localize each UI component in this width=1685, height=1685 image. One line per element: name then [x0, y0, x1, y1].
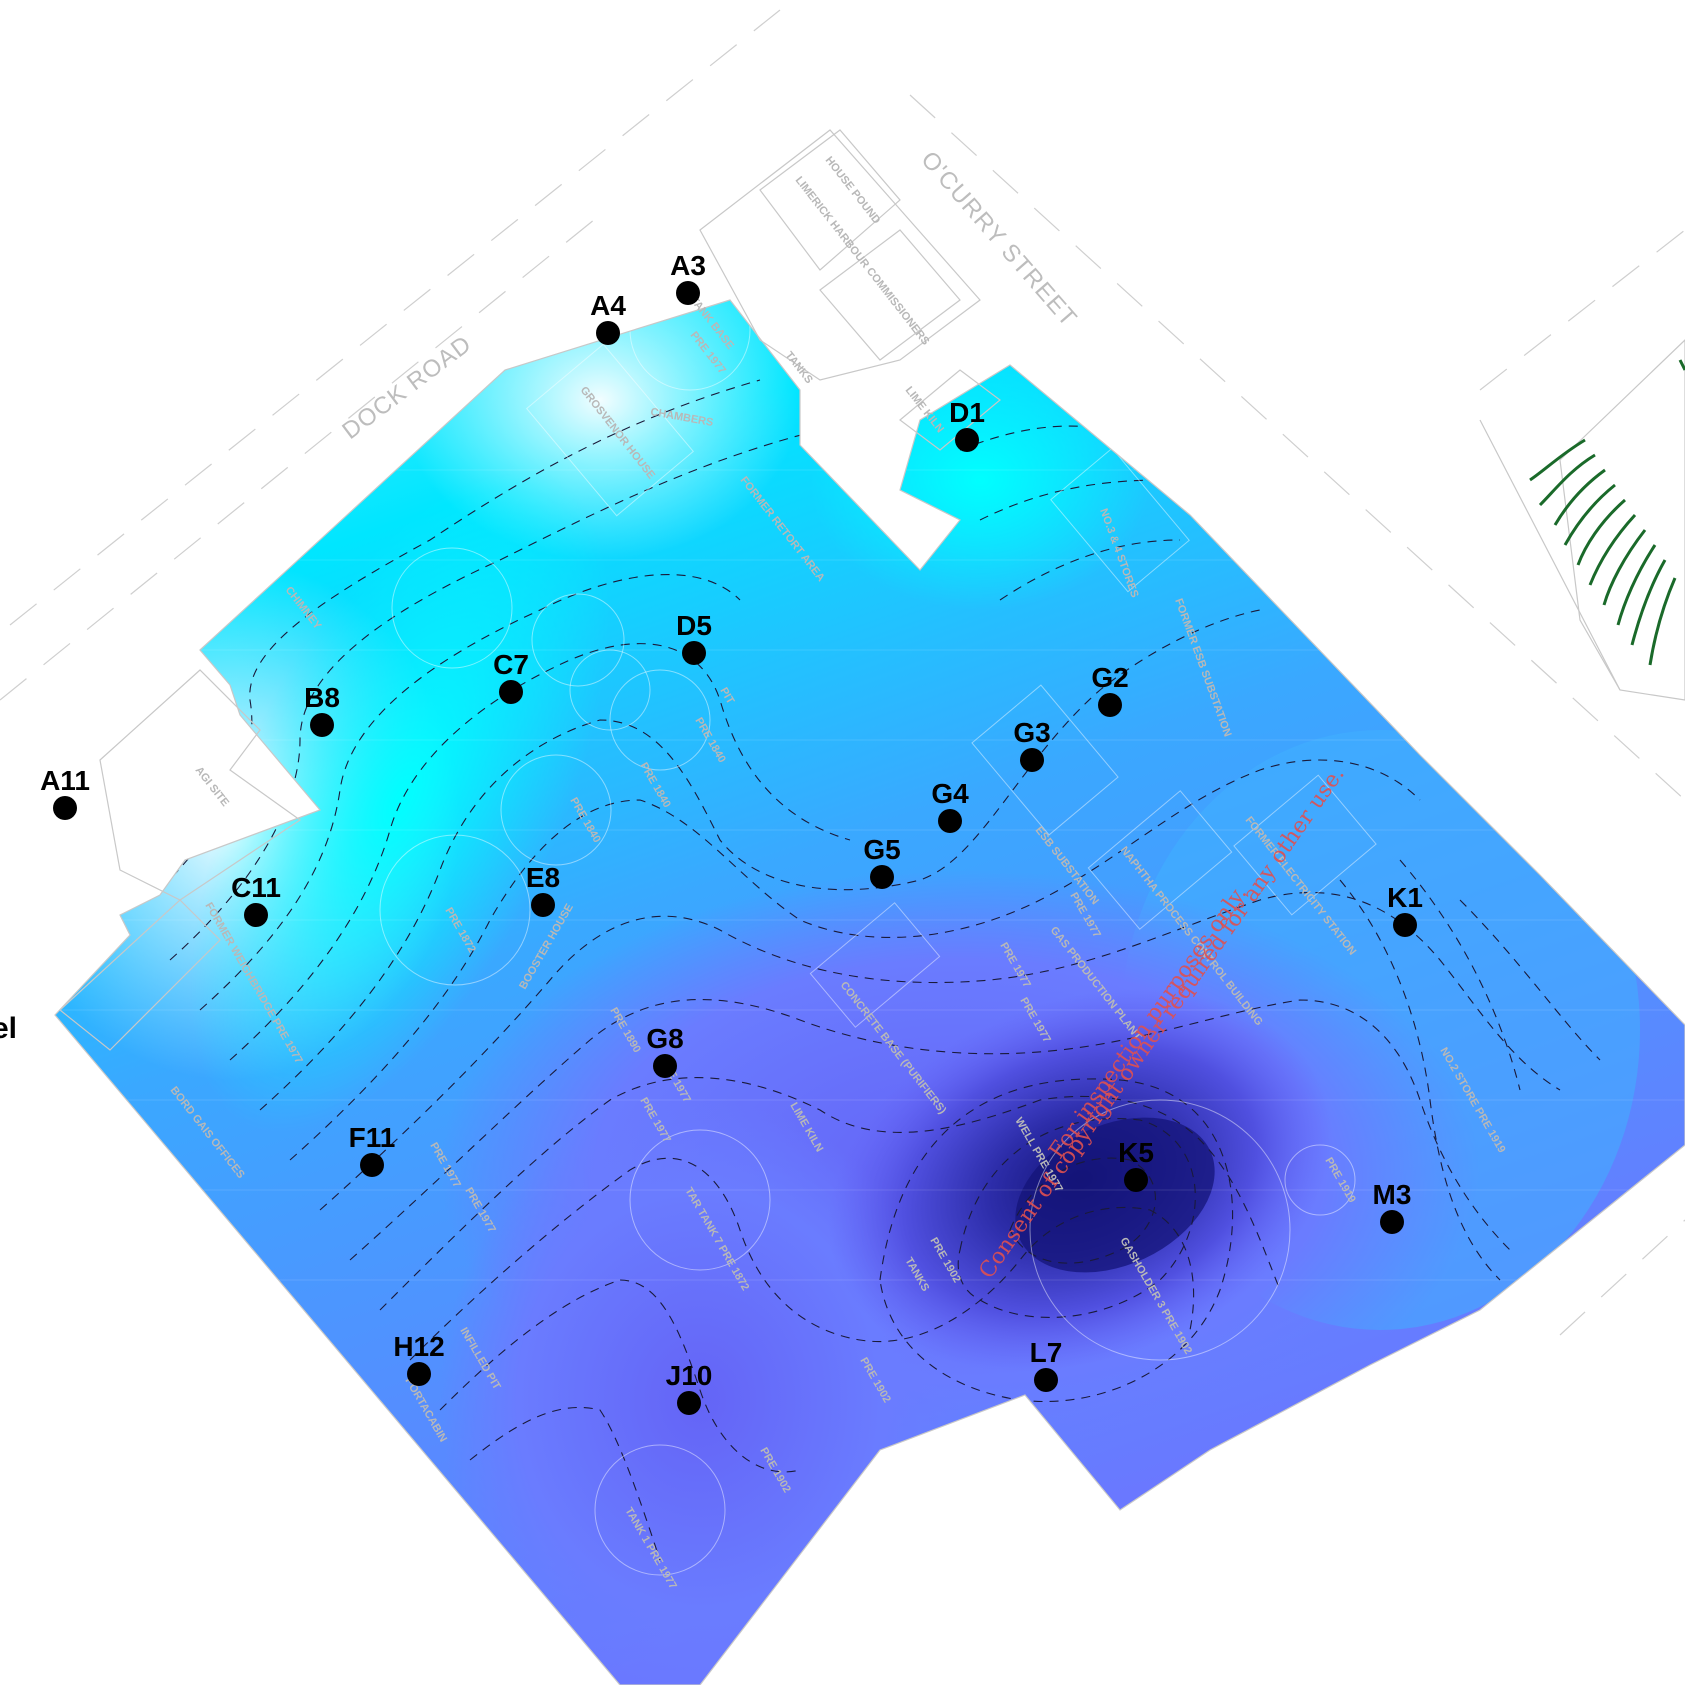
- borehole-label: K5: [1118, 1137, 1154, 1168]
- borehole-h12: H12: [393, 1331, 445, 1386]
- street-ocurry-street: O'CURRY STREET: [915, 146, 1082, 332]
- borehole-label: G4: [931, 778, 969, 809]
- side-label: el: [0, 1012, 17, 1045]
- borehole-dot: [531, 893, 555, 917]
- borehole-label: A11: [40, 765, 90, 796]
- borehole-dot: [938, 809, 962, 833]
- building-label: AGI SITE: [193, 764, 231, 808]
- borehole-label: B8: [304, 682, 340, 713]
- borehole-dot: [1034, 1368, 1058, 1392]
- borehole-g8: G8: [646, 1023, 684, 1078]
- borehole-dot: [1124, 1168, 1148, 1192]
- borehole-e8: E8: [526, 862, 560, 917]
- borehole-b8: B8: [304, 682, 340, 737]
- borehole-d1: D1: [949, 397, 985, 452]
- green-hatch: [1529, 359, 1685, 666]
- borehole-dot: [1020, 748, 1044, 772]
- borehole-label: A3: [670, 250, 706, 281]
- borehole-g2: G2: [1091, 662, 1129, 717]
- borehole-label: L7: [1030, 1337, 1063, 1368]
- borehole-label: K1: [1387, 882, 1423, 913]
- borehole-k5: K5: [1118, 1137, 1154, 1192]
- borehole-label: G2: [1091, 662, 1128, 693]
- borehole-c11: C11: [231, 872, 281, 927]
- borehole-label: F11: [349, 1122, 396, 1153]
- borehole-k1: K1: [1387, 882, 1423, 937]
- borehole-label: J10: [666, 1360, 713, 1391]
- borehole-f11: F11: [349, 1122, 396, 1177]
- borehole-dot: [682, 641, 706, 665]
- borehole-dot: [310, 713, 334, 737]
- borehole-label: C11: [231, 872, 281, 903]
- base-plan-outlines: [54, 129, 1685, 1685]
- borehole-dot: [53, 796, 77, 820]
- borehole-g3: G3: [1013, 717, 1051, 772]
- borehole-dot: [653, 1054, 677, 1078]
- road-lines: [0, 9, 1685, 1336]
- borehole-a4: A4: [590, 290, 626, 345]
- borehole-label: D5: [676, 610, 712, 641]
- borehole-label: G5: [863, 834, 900, 865]
- borehole-c7: C7: [493, 649, 529, 704]
- borehole-label: M3: [1373, 1179, 1412, 1210]
- site-building-outlines: [379, 300, 1377, 1576]
- borehole-a11: A11: [40, 765, 90, 820]
- borehole-a3: A3: [670, 250, 706, 305]
- borehole-j10: J10: [666, 1360, 713, 1415]
- borehole-dot: [955, 428, 979, 452]
- borehole-dot: [676, 281, 700, 305]
- borehole-label: C7: [493, 649, 529, 680]
- borehole-g4: G4: [931, 778, 969, 833]
- borehole-markers: A3 A4 D1 D5 C7 B8 A11 G2 G3 G4 G5 C11 E8 K1 G8 F11 K5 M3 H…: [40, 250, 1423, 1415]
- borehole-label: E8: [526, 862, 560, 893]
- borehole-label: H12: [393, 1331, 444, 1362]
- borehole-dot: [244, 903, 268, 927]
- borehole-dot: [677, 1391, 701, 1415]
- borehole-label: A4: [590, 290, 626, 321]
- borehole-dot: [360, 1153, 384, 1177]
- borehole-label: G3: [1013, 717, 1050, 748]
- borehole-dot: [499, 680, 523, 704]
- borehole-dot: [596, 321, 620, 345]
- borehole-dot: [407, 1362, 431, 1386]
- borehole-label: G8: [646, 1023, 683, 1054]
- borehole-l7: L7: [1030, 1337, 1063, 1392]
- borehole-g5: G5: [863, 834, 901, 889]
- borehole-dot: [1098, 693, 1122, 717]
- borehole-dot: [1393, 913, 1417, 937]
- borehole-m3: M3: [1373, 1179, 1412, 1234]
- borehole-dot: [1380, 1210, 1404, 1234]
- borehole-label: D1: [949, 397, 985, 428]
- borehole-d5: D5: [676, 610, 712, 665]
- borehole-dot: [870, 865, 894, 889]
